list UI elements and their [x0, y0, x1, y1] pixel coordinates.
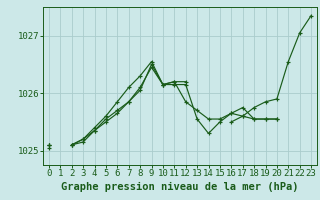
- X-axis label: Graphe pression niveau de la mer (hPa): Graphe pression niveau de la mer (hPa): [61, 182, 299, 192]
